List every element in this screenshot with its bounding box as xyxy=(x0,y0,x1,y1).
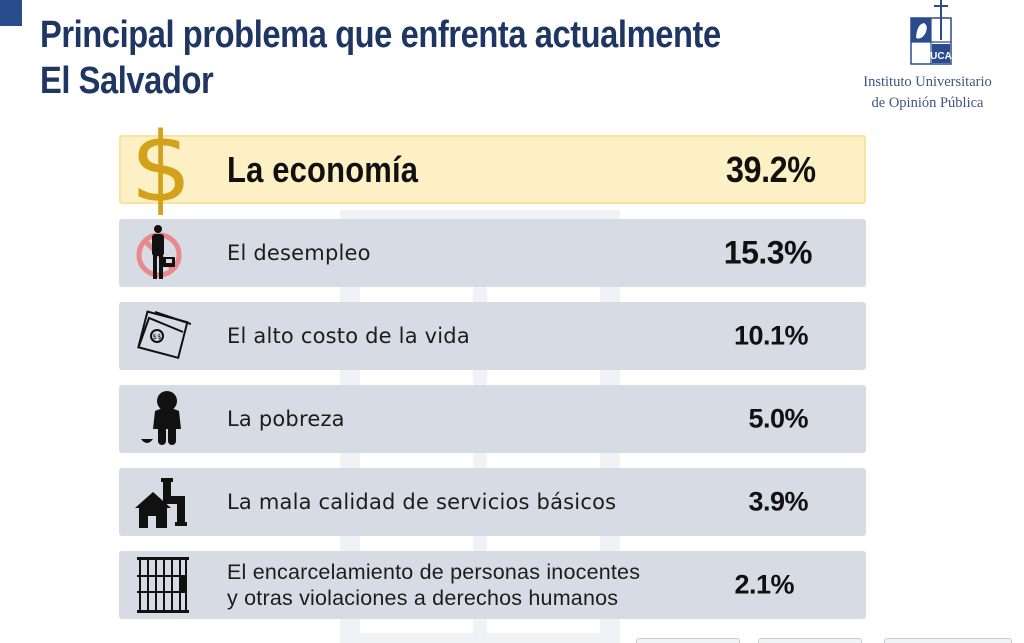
page-title: Principal problema que enfrenta actualme… xyxy=(40,12,721,104)
jail-bars-icon xyxy=(137,557,189,613)
unemployed-person-icon xyxy=(136,225,182,279)
table-row: La mala calidad de servicios básicos 3.9… xyxy=(119,468,866,536)
row-label: La mala calidad de servicios básicos xyxy=(227,490,617,514)
dollar-icon: $ xyxy=(131,121,191,217)
uca-logo-icon: UCA xyxy=(910,0,952,65)
row-label: La economía xyxy=(227,148,419,190)
table-row: $ La economía 39.2% xyxy=(119,121,866,217)
svg-text:$$: $$ xyxy=(153,333,162,341)
footer-tabs xyxy=(636,638,1024,643)
row-value: 2.1% xyxy=(734,569,794,600)
problems-table: $ La economía 39.2% El desempleo 15.3% xyxy=(119,121,866,634)
iudop-logo: UCA Instituto Universitario de Opinión P… xyxy=(850,0,1010,120)
row-value: 5.0% xyxy=(748,403,808,434)
row-label-line-2: y otras violaciones a derechos humanos xyxy=(227,586,619,610)
row-label: El alto costo de la vida xyxy=(227,324,470,348)
table-row: El encarcelamiento de personas inocentes… xyxy=(119,551,866,619)
footer-tab xyxy=(884,638,1012,643)
footer-tab xyxy=(758,638,862,643)
svg-text:UCA: UCA xyxy=(930,51,952,62)
row-value: 39.2% xyxy=(726,148,816,190)
institute-name-line-1: Instituto Universitario xyxy=(863,74,992,90)
row-label-line-1: El encarcelamiento de personas inocentes xyxy=(227,560,641,584)
row-label: El desempleo xyxy=(227,241,371,265)
row-value: 10.1% xyxy=(733,320,809,351)
house-pipe-icon xyxy=(135,478,187,528)
footer-tab xyxy=(636,638,740,643)
institute-name: Instituto Universitario de Opinión Públi… xyxy=(850,72,1005,114)
title-line-2: El Salvador xyxy=(40,60,214,102)
banknotes-icon: $$ xyxy=(137,310,191,360)
accent-square xyxy=(0,0,22,26)
row-label: La pobreza xyxy=(227,407,345,431)
svg-text:$: $ xyxy=(131,121,191,217)
table-row: El desempleo 15.3% xyxy=(119,219,866,287)
poor-person-icon xyxy=(141,391,181,445)
row-label: El encarcelamiento de personas inocentes… xyxy=(227,559,640,611)
row-value: 15.3% xyxy=(723,234,813,271)
institute-name-line-2: de Opinión Pública xyxy=(871,95,984,111)
title-line-1: Principal problema que enfrenta actualme… xyxy=(40,14,721,56)
table-row: $$ El alto costo de la vida 10.1% xyxy=(119,302,866,370)
row-value: 3.9% xyxy=(748,486,808,517)
table-row: La pobreza 5.0% xyxy=(119,385,866,453)
